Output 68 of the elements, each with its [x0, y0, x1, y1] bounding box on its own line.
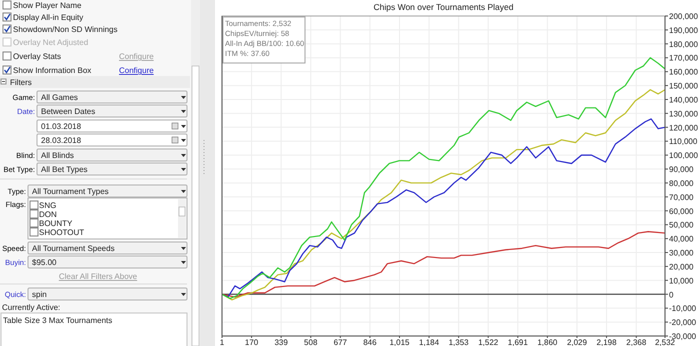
- x-tick-label: 339: [274, 338, 288, 346]
- x-tick-label: 170: [244, 338, 259, 346]
- y-tick-label: 170,000: [669, 54, 698, 63]
- text: 01.03.2018: [41, 122, 82, 131]
- y-tick-label: 50,000: [669, 220, 694, 230]
- text: All Blinds: [41, 151, 74, 160]
- y-tick-label: 40,000: [669, 234, 694, 244]
- y-tick-label: 200,000: [669, 12, 698, 21]
- y-tick-label: 80,000: [669, 178, 694, 188]
- text: Overlay Net Adjusted: [13, 38, 88, 47]
- text: Clear All Filters Above: [58, 272, 138, 281]
- text: Configure: [119, 66, 154, 75]
- x-tick-label: 2,368: [626, 338, 647, 346]
- x-tick-label: 677: [334, 338, 348, 346]
- text: 28.03.2018: [41, 136, 82, 145]
- text: All Tournament Types: [32, 187, 109, 196]
- text: Show Player Name: [13, 1, 82, 10]
- y-tick-label: 70,000: [669, 192, 694, 202]
- text: Display All-in Equity: [13, 13, 84, 22]
- x-tick-label: 2,532: [654, 338, 676, 346]
- x-tick-label: 1,860: [537, 338, 558, 346]
- text: Show Information Box: [13, 66, 92, 75]
- x-tick-label: 846: [363, 338, 378, 346]
- x-tick-label: 2,198: [596, 338, 618, 346]
- text: Overlay Stats: [13, 52, 62, 61]
- x-tick-label: 1,015: [389, 338, 410, 346]
- x-tick-label: 1,353: [448, 338, 470, 346]
- text: All Tournament Speeds: [32, 244, 115, 253]
- y-tick-label: 120,000: [669, 123, 698, 132]
- y-tick-label: 130,000: [669, 109, 698, 118]
- x-tick-label: 1,691: [508, 338, 528, 346]
- text: Configure: [119, 52, 154, 61]
- y-tick-label: 100,000: [669, 151, 698, 160]
- y-tick-label: 160,000: [669, 68, 698, 77]
- y-tick-label: -10,000: [669, 304, 697, 314]
- y-tick-label: 0: [669, 290, 674, 300]
- x-tick-label: 2,029: [566, 338, 588, 346]
- y-tick-label: 180,000: [669, 40, 698, 49]
- text: SNG: [39, 201, 56, 210]
- y-tick-label: 20,000: [669, 262, 694, 272]
- y-tick-label: 140,000: [669, 95, 698, 104]
- y-tick-label: 190,000: [669, 26, 698, 35]
- y-tick-label: 110,000: [669, 137, 698, 146]
- x-tick-label: 1,522: [478, 338, 499, 346]
- text: Filters: [10, 78, 32, 87]
- text: Between Dates: [41, 107, 96, 116]
- chart-title: Chips Won over Tournaments Played: [373, 2, 514, 12]
- y-tick-label: -30,000: [669, 332, 697, 341]
- x-tick-label: 1,184: [419, 338, 440, 346]
- text: $95.00: [32, 258, 58, 267]
- x-tick-label: 1: [220, 338, 225, 346]
- text: Showdown/Non SD Winnings: [13, 25, 118, 34]
- y-tick-label: 60,000: [669, 206, 694, 216]
- y-tick-label: 10,000: [669, 276, 694, 286]
- y-tick-label: 150,000: [669, 82, 698, 91]
- y-tick-label: 90,000: [669, 165, 694, 174]
- y-tick-label: -20,000: [669, 318, 697, 328]
- text: spin: [32, 290, 47, 299]
- x-tick-label: 508: [304, 338, 318, 346]
- text: Currently Active:: [2, 303, 60, 312]
- text: BOUNTY: [39, 219, 73, 228]
- text: DON: [39, 210, 57, 219]
- line-series: [221, 231, 666, 298]
- text: SHOOTOUT: [39, 228, 84, 237]
- text: Table Size 3 Max Tournaments: [3, 316, 112, 325]
- y-tick-label: 30,000: [669, 248, 694, 258]
- text: All Bet Types: [41, 165, 88, 174]
- text: All Games: [41, 93, 78, 102]
